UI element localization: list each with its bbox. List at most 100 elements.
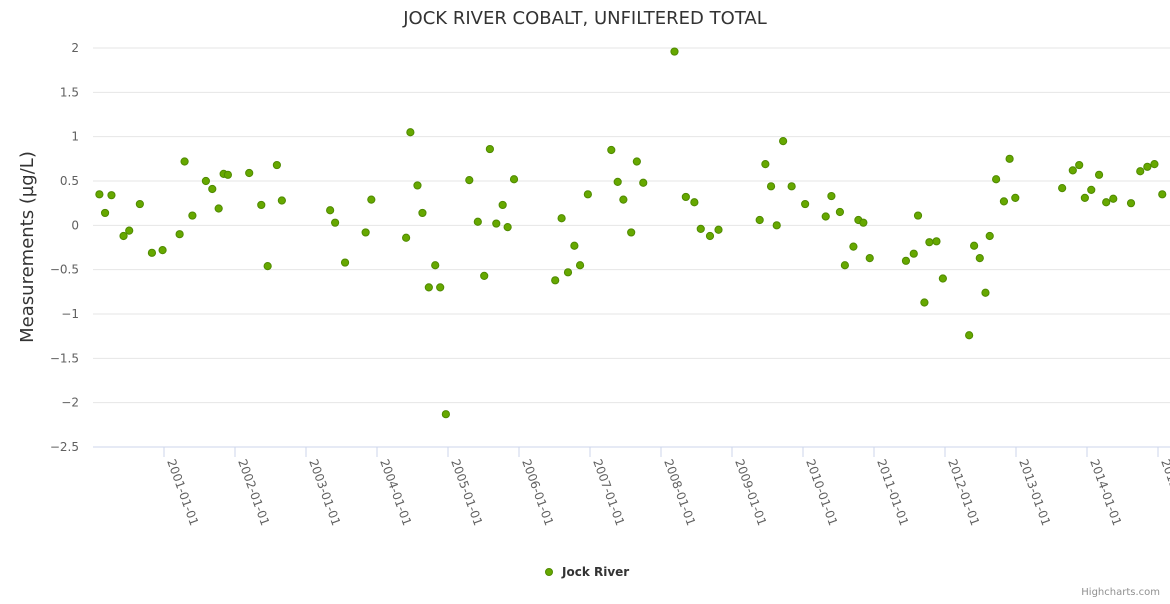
- data-point[interactable]: [431, 261, 440, 270]
- data-point[interactable]: [361, 228, 370, 237]
- legend[interactable]: Jock River: [545, 565, 630, 579]
- data-point[interactable]: [135, 199, 144, 209]
- data-point[interactable]: [913, 211, 923, 220]
- data-point[interactable]: [1143, 162, 1152, 171]
- data-point[interactable]: [147, 248, 157, 257]
- data-point[interactable]: [920, 298, 929, 307]
- data-point[interactable]: [772, 221, 781, 230]
- data-point[interactable]: [801, 199, 810, 209]
- data-point[interactable]: [175, 230, 184, 239]
- data-point[interactable]: [1102, 198, 1111, 207]
- legend-label[interactable]: Jock River: [561, 565, 629, 579]
- data-point[interactable]: [970, 241, 979, 250]
- data-point[interactable]: [485, 144, 494, 154]
- data-point[interactable]: [1068, 166, 1077, 175]
- data-point[interactable]: [441, 410, 450, 419]
- data-point[interactable]: [859, 218, 868, 227]
- data-point[interactable]: [1011, 193, 1020, 202]
- data-point[interactable]: [835, 207, 845, 217]
- data-point[interactable]: [201, 176, 210, 186]
- data-point[interactable]: [402, 233, 411, 242]
- data-point[interactable]: [613, 177, 622, 186]
- data-point[interactable]: [125, 226, 134, 235]
- data-point[interactable]: [272, 160, 281, 170]
- data-point[interactable]: [975, 254, 984, 263]
- data-point[interactable]: [480, 271, 489, 280]
- data-point[interactable]: [1158, 190, 1167, 199]
- data-point[interactable]: [331, 218, 340, 227]
- data-point[interactable]: [557, 214, 566, 223]
- data-point[interactable]: [245, 168, 254, 178]
- data-point[interactable]: [981, 288, 990, 297]
- data-point[interactable]: [632, 157, 641, 166]
- data-point[interactable]: [498, 200, 507, 210]
- data-point[interactable]: [909, 249, 918, 258]
- data-point[interactable]: [503, 223, 512, 232]
- data-point[interactable]: [563, 268, 573, 277]
- data-point[interactable]: [705, 231, 715, 241]
- data-point[interactable]: [570, 241, 579, 250]
- data-point[interactable]: [696, 224, 705, 233]
- data-point[interactable]: [1150, 160, 1159, 169]
- data-point[interactable]: [119, 231, 128, 241]
- data-point[interactable]: [340, 258, 350, 267]
- data-point[interactable]: [779, 137, 788, 146]
- data-point[interactable]: [821, 212, 830, 221]
- data-point[interactable]: [424, 283, 433, 292]
- data-point[interactable]: [492, 219, 501, 228]
- data-point[interactable]: [965, 331, 974, 340]
- data-point[interactable]: [1094, 170, 1104, 179]
- data-point[interactable]: [766, 182, 776, 191]
- data-point[interactable]: [932, 237, 941, 246]
- data-point[interactable]: [1109, 194, 1118, 203]
- data-point[interactable]: [436, 283, 445, 292]
- data-point[interactable]: [277, 196, 286, 205]
- data-point[interactable]: [107, 191, 116, 200]
- data-point[interactable]: [1126, 199, 1136, 208]
- data-point[interactable]: [1080, 193, 1089, 202]
- data-point[interactable]: [840, 261, 849, 270]
- data-point[interactable]: [690, 198, 699, 207]
- data-point[interactable]: [1136, 167, 1145, 176]
- data-point[interactable]: [670, 47, 679, 56]
- data-point[interactable]: [465, 176, 474, 185]
- data-point[interactable]: [418, 208, 427, 218]
- data-point[interactable]: [367, 195, 376, 204]
- data-point[interactable]: [849, 242, 858, 251]
- data-point[interactable]: [551, 276, 560, 285]
- data-point[interactable]: [413, 181, 422, 190]
- data-point[interactable]: [188, 211, 197, 220]
- data-point[interactable]: [1005, 154, 1014, 163]
- data-point[interactable]: [607, 145, 616, 155]
- data-point[interactable]: [619, 195, 628, 204]
- data-point[interactable]: [257, 200, 266, 210]
- data-point[interactable]: [755, 215, 764, 225]
- data-point[interactable]: [208, 184, 217, 194]
- data-point[interactable]: [326, 206, 335, 215]
- data-point[interactable]: [214, 204, 223, 213]
- data-point[interactable]: [627, 228, 636, 237]
- data-point[interactable]: [223, 170, 232, 179]
- data-point[interactable]: [992, 175, 1001, 184]
- data-point[interactable]: [1075, 160, 1084, 170]
- data-point[interactable]: [473, 217, 482, 226]
- credits-link[interactable]: Highcharts.com: [1081, 587, 1160, 598]
- data-point[interactable]: [639, 178, 648, 187]
- data-point[interactable]: [901, 256, 911, 265]
- data-point[interactable]: [1058, 183, 1067, 193]
- data-point[interactable]: [406, 128, 415, 137]
- data-point[interactable]: [583, 190, 592, 199]
- data-point[interactable]: [985, 231, 994, 241]
- data-point[interactable]: [761, 160, 770, 169]
- data-point[interactable]: [938, 274, 947, 283]
- data-point[interactable]: [714, 225, 723, 234]
- data-point[interactable]: [787, 182, 796, 191]
- data-point[interactable]: [1087, 185, 1096, 194]
- data-point[interactable]: [95, 190, 104, 199]
- data-point[interactable]: [180, 157, 189, 166]
- data-point[interactable]: [925, 238, 934, 247]
- data-point[interactable]: [100, 208, 110, 218]
- data-point[interactable]: [999, 197, 1009, 206]
- data-point[interactable]: [681, 192, 690, 202]
- data-point[interactable]: [509, 175, 519, 184]
